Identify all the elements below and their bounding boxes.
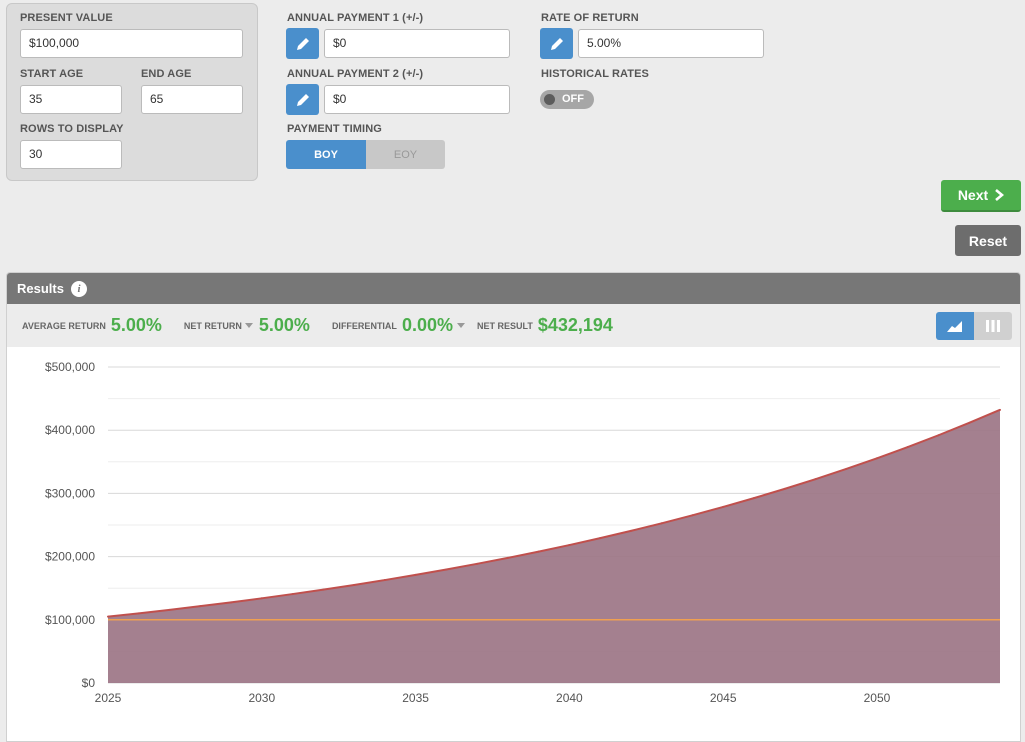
data-point: [937, 434, 940, 437]
average-return-value: 5.00%: [110, 315, 162, 335]
pencil-icon: [296, 93, 309, 106]
data-point: [230, 601, 233, 604]
data-point: [383, 579, 386, 582]
rate-input[interactable]: 5.00%: [578, 29, 764, 58]
bar-view-button[interactable]: [974, 312, 1012, 340]
stats-bar: AVERAGE RETURN 5.00% NET RETURN 5.00% DI…: [7, 304, 1020, 347]
payment1-label: ANNUAL PAYMENT 1 (+/-): [287, 12, 424, 24]
data-point: [537, 550, 540, 553]
data-point: [660, 522, 663, 525]
data-point: [783, 487, 786, 490]
payment2-label: ANNUAL PAYMENT 2 (+/-): [287, 68, 424, 80]
net-return-caret-icon[interactable]: [244, 323, 253, 328]
chart-view-toggle: [936, 312, 1012, 340]
payment2-edit-button[interactable]: [286, 84, 319, 115]
data-point: [845, 467, 848, 470]
historical-toggle[interactable]: OFF: [540, 90, 594, 109]
y-tick-label: $100,000: [45, 613, 95, 627]
average-return-label: AVERAGE RETURN: [22, 320, 106, 331]
y-tick-label: $500,000: [45, 360, 95, 374]
data-point: [906, 446, 909, 449]
x-tick-label: 2030: [248, 691, 275, 705]
pencil-icon: [550, 37, 563, 50]
data-point: [691, 514, 694, 517]
y-tick-label: $0: [82, 676, 96, 690]
growth-chart: $0 $100,000 $200,000 $300,000 $400,000 $500,0…: [45, 360, 1001, 705]
differential-caret-icon[interactable]: [456, 323, 465, 328]
y-tick-label: $400,000: [45, 423, 95, 437]
data-point: [568, 544, 571, 547]
data-point: [999, 408, 1001, 411]
data-point: [476, 562, 479, 565]
x-tick-label: 2025: [95, 691, 122, 705]
start-age-label: START AGE: [20, 68, 84, 80]
x-tick-label: 2045: [710, 691, 737, 705]
area-view-button[interactable]: [936, 312, 974, 340]
x-tick-label: 2050: [864, 691, 891, 705]
toggle-knob: [544, 94, 555, 105]
chart-area: $0 $100,000 $200,000 $300,000 $400,000 $500,0…: [7, 347, 1020, 741]
y-tick-label: $200,000: [45, 550, 95, 564]
next-label: Next: [957, 187, 989, 203]
start-age-input[interactable]: 35: [20, 85, 122, 114]
timing-eoy-button[interactable]: EOY: [366, 140, 445, 169]
reset-button[interactable]: Reset: [955, 225, 1021, 256]
data-point: [291, 593, 294, 596]
data-point: [322, 588, 325, 591]
results-title: Results: [17, 281, 64, 296]
data-point: [752, 497, 755, 500]
data-point: [814, 478, 817, 481]
toggle-state: OFF: [562, 93, 584, 105]
rate-edit-button[interactable]: [540, 28, 573, 59]
present-value-label: PRESENT VALUE: [20, 12, 113, 24]
present-value-input[interactable]: $100,000: [20, 29, 243, 58]
data-point: [722, 505, 725, 508]
historical-label: HISTORICAL RATES: [541, 68, 649, 80]
data-point: [107, 615, 109, 618]
net-return-label: NET RETURN: [183, 320, 242, 331]
net-result-value: $432,194: [537, 315, 613, 335]
data-point: [199, 605, 202, 608]
x-tick-label: 2035: [402, 691, 429, 705]
payment1-input[interactable]: $0: [324, 29, 510, 58]
timing-boy-button[interactable]: BOY: [286, 140, 366, 169]
results-header: Results i: [7, 273, 1020, 304]
data-point: [353, 583, 356, 586]
payment2-input[interactable]: $0: [324, 85, 510, 114]
series-area: [108, 409, 1000, 683]
pencil-icon: [296, 37, 309, 50]
data-point: [260, 597, 263, 600]
rows-label: ROWS TO DISPLAY: [20, 123, 124, 135]
info-icon[interactable]: i: [70, 280, 87, 297]
next-button[interactable]: Next: [941, 180, 1021, 212]
end-age-label: END AGE: [141, 68, 192, 80]
area-chart-icon: [947, 321, 962, 332]
differential-label: DIFFERENTIAL: [331, 320, 397, 331]
x-tick-label: 2040: [556, 691, 583, 705]
net-return-value: 5.00%: [258, 315, 310, 335]
chevron-right-icon: [995, 189, 1005, 201]
data-point: [137, 612, 140, 615]
net-result-label: NET RESULT: [476, 320, 533, 331]
differential-value: 0.00%: [401, 315, 453, 335]
end-age-input[interactable]: 65: [141, 85, 243, 114]
rows-input[interactable]: 30: [20, 140, 122, 169]
payment1-edit-button[interactable]: [286, 28, 319, 59]
data-point: [599, 537, 602, 540]
payment-timing-label: PAYMENT TIMING: [287, 123, 382, 135]
data-point: [968, 421, 971, 424]
y-tick-label: $300,000: [45, 486, 95, 500]
results-panel: Results i AVERAGE RETURN 5.00% NET RETUR…: [6, 272, 1021, 742]
data-point: [445, 568, 448, 571]
data-point: [168, 608, 171, 611]
data-point: [414, 573, 417, 576]
bar-chart-icon: [986, 320, 1000, 332]
data-point: [875, 457, 878, 460]
data-point: [506, 556, 509, 559]
series-line: [107, 408, 1001, 618]
data-point: [629, 529, 632, 532]
rate-label: RATE OF RETURN: [541, 12, 639, 24]
